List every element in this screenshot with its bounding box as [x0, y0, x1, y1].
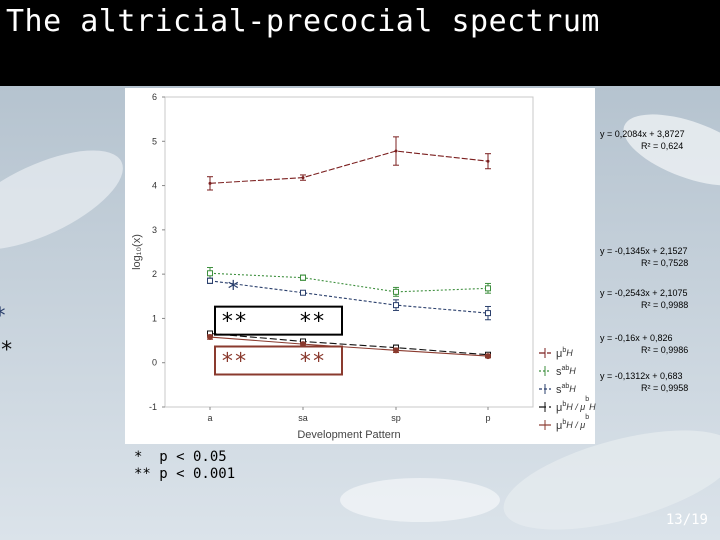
legend-label: sabH	[556, 365, 576, 378]
significance-marker: **	[221, 350, 248, 375]
data-point	[485, 310, 491, 317]
regression-equation: y = -0,16x + 0,826	[600, 333, 673, 343]
data-point	[393, 302, 399, 309]
significance-marker: **	[299, 310, 326, 335]
data-point	[300, 274, 306, 281]
x-axis-label: Development Pattern	[297, 429, 400, 441]
data-point	[208, 181, 212, 185]
regression-r2: R² = 0,9958	[641, 383, 689, 393]
y-axis-label: log₁₀(x)	[131, 234, 143, 270]
y-tick-label: -1	[149, 402, 157, 412]
x-tick-label: p	[485, 413, 490, 423]
series-line-1	[209, 150, 489, 184]
regression-equation: y = -0,1312x + 0,683	[600, 371, 683, 381]
significance-marker: *	[0, 304, 7, 329]
x-tick-label: a	[207, 413, 212, 423]
regression-r2: R² = 0,624	[641, 141, 684, 151]
regression-equation: y = 0,2084x + 3,8727	[600, 129, 685, 139]
series-line-2	[209, 272, 489, 293]
regression-equation: y = -0,2543x + 2,1075	[600, 288, 688, 298]
significance-box-black	[214, 305, 343, 336]
series-line-5	[209, 336, 489, 357]
chart-area	[125, 88, 595, 444]
data-point	[485, 353, 491, 360]
y-tick-label: 0	[152, 358, 157, 368]
significance-box-red	[214, 345, 343, 376]
legend-label: μbH	[556, 347, 573, 360]
plot-frame	[164, 96, 534, 408]
y-tick-label: 2	[152, 269, 157, 279]
slide-title: The altricial-precocial spectrum	[6, 4, 600, 39]
significance-marker: **	[299, 350, 326, 375]
y-tick-label: 5	[152, 136, 157, 146]
data-point	[393, 288, 399, 295]
regression-r2: R² = 0,7528	[641, 258, 689, 268]
x-tick-label: sa	[298, 413, 308, 423]
data-point	[394, 149, 398, 153]
y-tick-label: 1	[152, 313, 157, 323]
legend-label: sabH	[556, 383, 576, 396]
footnote-p0001: ** p < 0.001	[134, 466, 236, 482]
data-point	[207, 334, 213, 341]
data-point	[485, 285, 491, 292]
regression-equation: y = -0,1345x + 2,1527	[600, 246, 688, 256]
significance-marker: **	[0, 338, 13, 363]
legend-label: μbH / μb	[556, 414, 589, 432]
regression-r2: R² = 0,9988	[641, 300, 689, 310]
series-line-4	[209, 332, 489, 356]
page-number: 13/19	[665, 512, 708, 528]
data-point	[486, 159, 490, 163]
significance-marker: *	[227, 278, 240, 303]
data-point	[393, 347, 399, 354]
regression-r2: R² = 0,9986	[641, 345, 689, 355]
x-tick-label: sp	[391, 413, 401, 423]
y-tick-label: 6	[152, 92, 157, 102]
y-tick-label: 3	[152, 225, 157, 235]
data-point	[300, 289, 306, 296]
series-line-3	[209, 280, 489, 314]
legend-label: μbH / μbH	[556, 396, 596, 414]
data-point	[207, 277, 213, 284]
footnote-p005: * p < 0.05	[134, 449, 227, 465]
title-bar	[0, 0, 720, 86]
data-point	[301, 176, 305, 180]
data-point	[207, 270, 213, 277]
significance-marker: **	[221, 310, 248, 335]
y-tick-label: 4	[152, 181, 157, 191]
